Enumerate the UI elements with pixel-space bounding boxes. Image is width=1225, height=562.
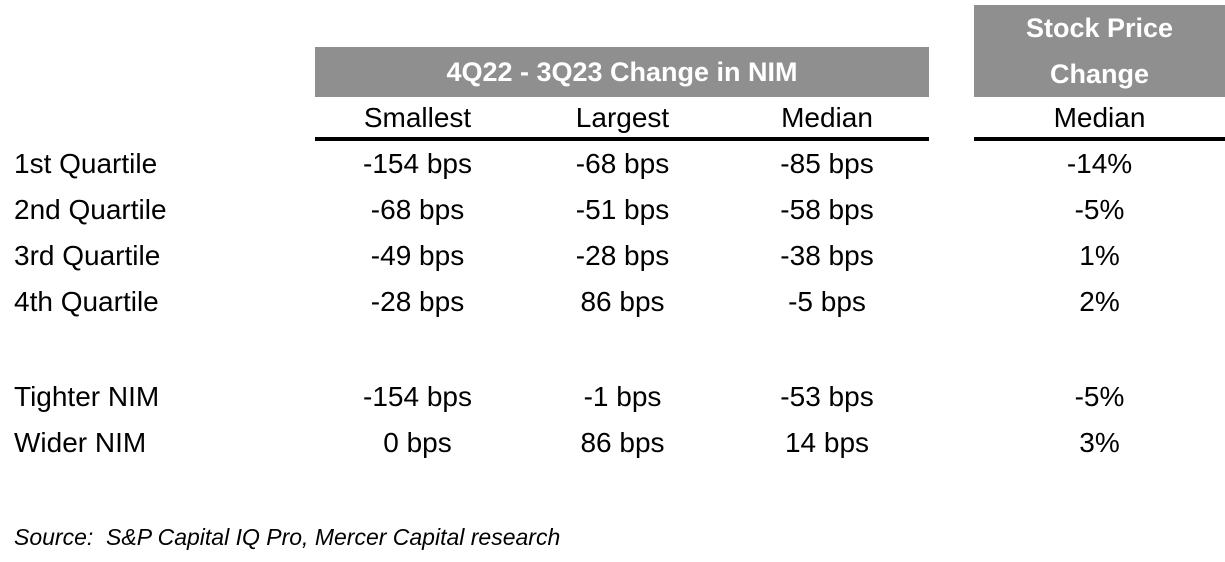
stock-header-bar: Stock Price Change [974,5,1225,97]
cell-median: -58 bps [780,194,874,225]
table-row: Tighter NIM -154 bps -1 bps -53 bps -5% [0,374,1225,420]
cell-median: -5 bps [788,286,866,317]
cell-smallest: -154 bps [363,381,472,412]
cell-stock-median: 1% [1079,240,1120,271]
cell-gap [929,279,974,325]
table-row-spacer [0,325,1225,374]
cell-largest: 86 bps [580,427,665,458]
cell-gap [929,420,974,466]
cell-stock-median: -5% [1074,381,1125,412]
cell-largest: -28 bps [575,240,670,271]
row-label: 4th Quartile [14,286,159,317]
row-label: Wider NIM [14,427,147,458]
row-label: 1st Quartile [14,148,158,179]
cell-gap [929,141,974,187]
cell-smallest: 0 bps [383,427,452,458]
cell-largest: 86 bps [580,286,665,317]
table-row: 4th Quartile -28 bps 86 bps -5 bps 2% [0,279,1225,325]
cell-smallest: -154 bps [363,148,472,179]
nim-header-title: 4Q22 - 3Q23 Change in NIM [446,56,798,87]
table-row: 1st Quartile -154 bps -68 bps -85 bps -1… [0,141,1225,187]
cell-stock-median: 2% [1079,286,1120,317]
table-row: 3rd Quartile -49 bps -28 bps -38 bps 1% [0,233,1225,279]
stock-header-underline [974,137,1225,141]
column-header-median: Median [781,101,873,133]
cell-largest: -1 bps [583,381,662,412]
table-body: 1st Quartile -154 bps -68 bps -85 bps -1… [0,141,1225,466]
column-header-smallest: Smallest [363,101,472,133]
cell-largest: -68 bps [575,148,670,179]
table-row: 2nd Quartile -68 bps -51 bps -58 bps -5% [0,187,1225,233]
cell-median: -85 bps [780,148,874,179]
column-header-largest: Largest [575,101,670,133]
nim-header-underline [315,137,929,141]
cell-smallest: -28 bps [370,286,465,317]
column-header-stock-median: Median [1053,101,1146,133]
cell-median: -53 bps [780,381,874,412]
column-header-empty [0,98,315,137]
stock-header-title: Stock Price Change [1025,13,1174,89]
cell-stock-median: -14% [1066,148,1133,179]
source-note: Source: S&P Capital IQ Pro, Mercer Capit… [14,524,561,550]
column-header-gap [929,98,974,137]
cell-median: 14 bps [784,427,870,458]
nim-header-bar: 4Q22 - 3Q23 Change in NIM [315,47,929,97]
cell-median: -38 bps [780,240,874,271]
cell-smallest: -49 bps [370,240,465,271]
table-row: Wider NIM 0 bps 86 bps 14 bps 3% [0,420,1225,466]
cell-smallest: -68 bps [370,194,465,225]
row-label: 2nd Quartile [14,194,167,225]
row-label: 3rd Quartile [14,240,161,271]
cell-gap [929,374,974,420]
cell-largest: -51 bps [575,194,670,225]
column-header-row: Smallest Largest Median Median [0,98,1225,137]
cell-gap [929,233,974,279]
cell-stock-median: -5% [1074,194,1125,225]
cell-gap [929,187,974,233]
row-label: Tighter NIM [14,381,160,412]
cell-stock-median: 3% [1079,427,1120,458]
